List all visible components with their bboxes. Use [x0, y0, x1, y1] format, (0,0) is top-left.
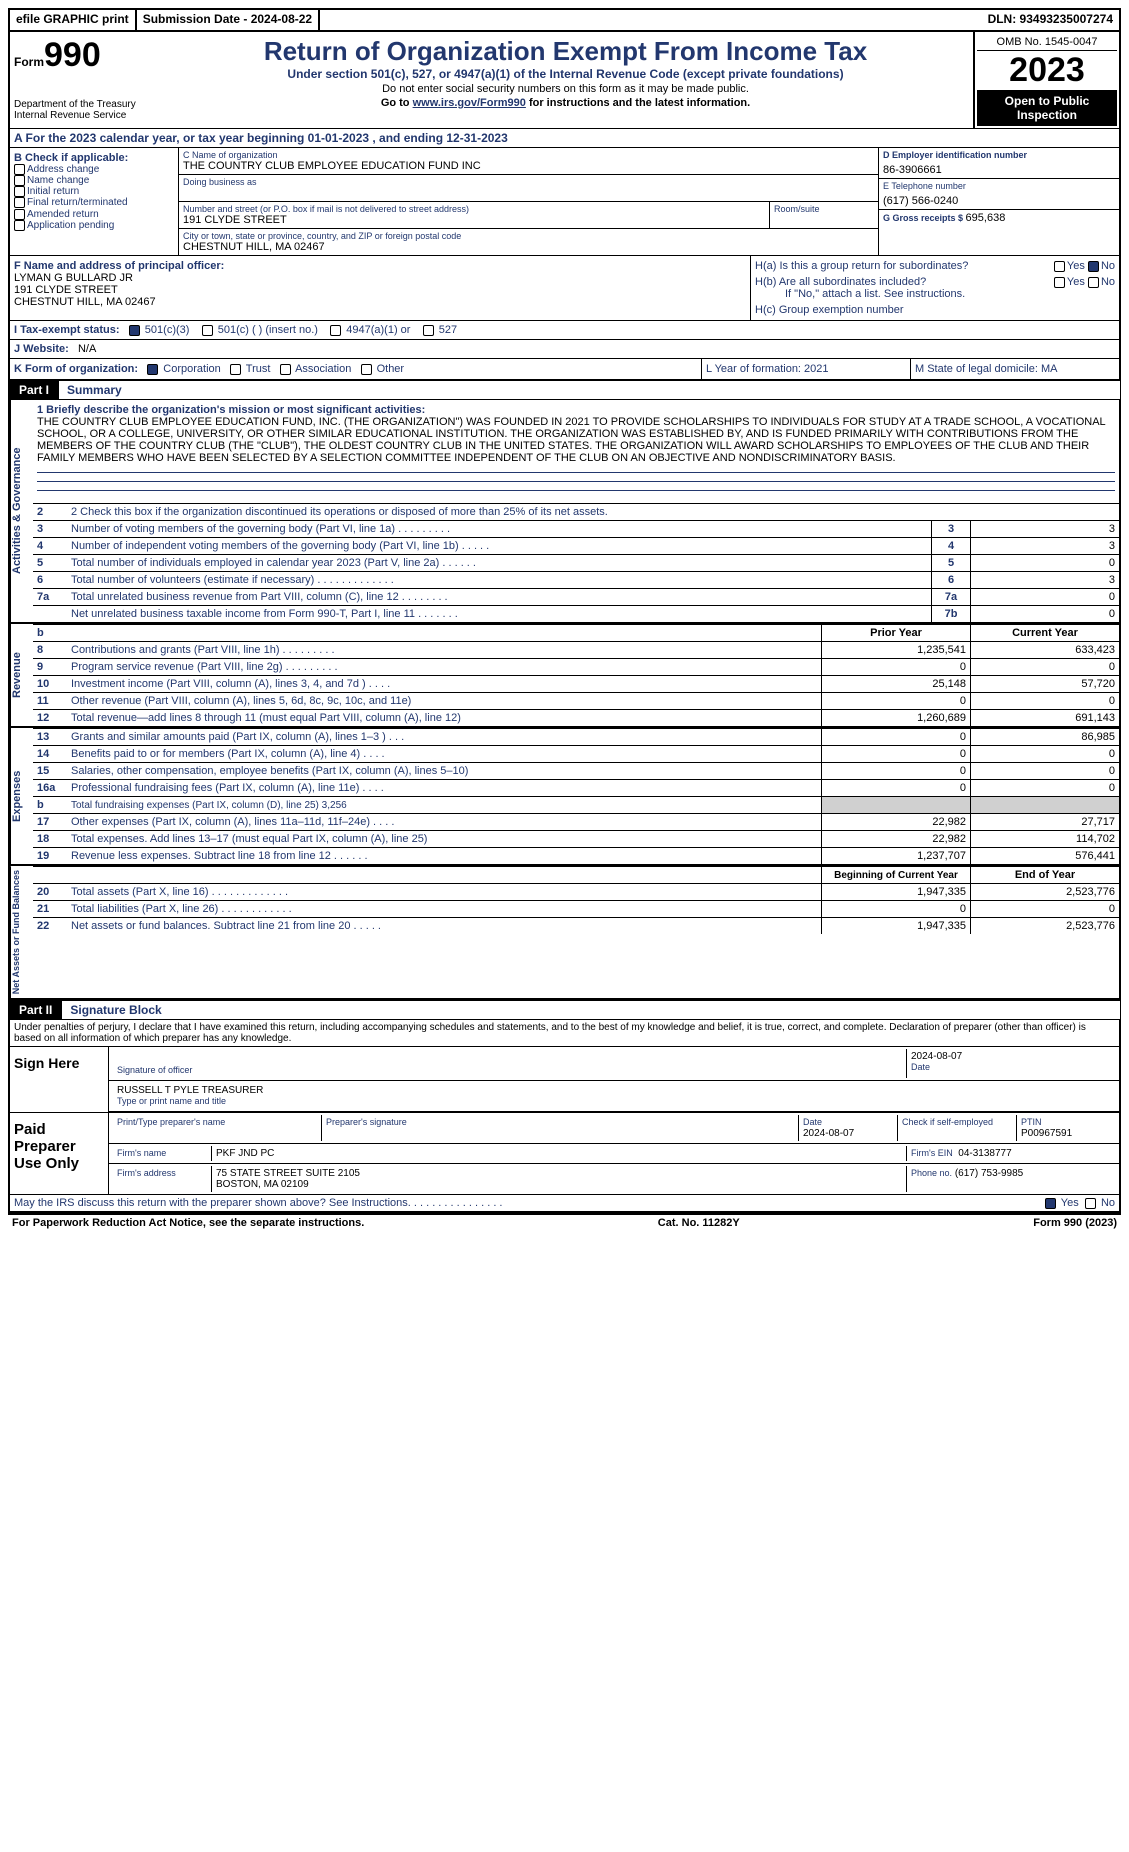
line-6: 6Total number of volunteers (estimate if… — [33, 572, 1119, 589]
line-4: 4Number of independent voting members of… — [33, 538, 1119, 555]
org-street: 191 CLYDE STREET — [183, 214, 765, 226]
line-17: 17Other expenses (Part IX, column (A), l… — [33, 814, 1119, 831]
line-5: 5Total number of individuals employed in… — [33, 555, 1119, 572]
gross-receipts: 695,638 — [966, 212, 1006, 224]
chk-amended[interactable] — [14, 209, 25, 220]
header-sub2: Do not enter social security numbers on … — [162, 83, 969, 95]
chk-501c[interactable] — [202, 325, 213, 336]
org-city: CHESTNUT HILL, MA 02467 — [183, 241, 874, 253]
col-d-ein: D Employer identification number 86-3906… — [878, 148, 1119, 255]
section-revenue: Revenue bPrior YearCurrent Year 8Contrib… — [8, 624, 1121, 728]
line-22: 22Net assets or fund balances. Subtract … — [33, 918, 1119, 935]
footer: For Paperwork Reduction Act Notice, see … — [8, 1213, 1121, 1231]
firm-name: PKF JND PC — [216, 1148, 274, 1159]
officer-name: LYMAN G BULLARD JR — [14, 272, 746, 284]
side-label-governance: Activities & Governance — [10, 400, 33, 622]
sign-here-row: Sign Here Signature of officer 2024-08-0… — [8, 1047, 1121, 1113]
form-number: Form990 — [14, 36, 154, 75]
org-name: THE COUNTRY CLUB EMPLOYEE EDUCATION FUND… — [183, 160, 874, 172]
line-16a: 16aProfessional fundraising fees (Part I… — [33, 780, 1119, 797]
form-title: Return of Organization Exempt From Incom… — [162, 36, 969, 67]
chk-other[interactable] — [361, 364, 372, 375]
omb-number: OMB No. 1545-0047 — [977, 34, 1117, 51]
row-j-website: J Website: N/A — [8, 340, 1121, 359]
header-sub3: Go to www.irs.gov/Form990 for instructio… — [162, 97, 969, 109]
line-10: 10Investment income (Part VIII, column (… — [33, 676, 1119, 693]
side-label-revenue: Revenue — [10, 624, 33, 726]
part2-header: Part II Signature Block — [8, 1000, 1121, 1020]
chk-final[interactable] — [14, 197, 25, 208]
net-header: Beginning of Current YearEnd of Year — [33, 867, 1119, 884]
line-21: 21Total liabilities (Part X, line 26) . … — [33, 901, 1119, 918]
dln: DLN: 93493235007274 — [982, 10, 1119, 30]
officer-street: 191 CLYDE STREET — [14, 284, 746, 296]
col-b-checkboxes: B Check if applicable: Address change Na… — [10, 148, 179, 255]
rev-header: bPrior YearCurrent Year — [33, 625, 1119, 642]
chk-name[interactable] — [14, 175, 25, 186]
chk-501c3[interactable] — [129, 325, 140, 336]
block-bcd: B Check if applicable: Address change Na… — [8, 148, 1121, 256]
chk-trust[interactable] — [230, 364, 241, 375]
side-label-expenses: Expenses — [10, 728, 33, 864]
line-20: 20Total assets (Part X, line 16) . . . .… — [33, 884, 1119, 901]
year-formation: L Year of formation: 2021 — [701, 359, 910, 379]
side-label-netassets: Net Assets or Fund Balances — [10, 866, 33, 998]
submission-date: Submission Date - 2024-08-22 — [137, 10, 320, 30]
open-public: Open to Public Inspection — [977, 90, 1117, 126]
form-header: Form990 Department of the Treasury Inter… — [8, 32, 1121, 129]
line-8: 8Contributions and grants (Part VIII, li… — [33, 642, 1119, 659]
officer-city: CHESTNUT HILL, MA 02467 — [14, 296, 746, 308]
sig-declaration: Under penalties of perjury, I declare th… — [8, 1020, 1121, 1047]
line-16b: bTotal fundraising expenses (Part IX, co… — [33, 797, 1119, 814]
line-2: 22 Check this box if the organization di… — [33, 504, 1119, 521]
discuss-row: May the IRS discuss this return with the… — [8, 1195, 1121, 1213]
line-7b: Net unrelated business taxable income fr… — [33, 606, 1119, 623]
line-19: 19Revenue less expenses. Subtract line 1… — [33, 848, 1119, 865]
section-expenses: Expenses 13Grants and similar amounts pa… — [8, 728, 1121, 866]
part1-header: Part I Summary — [8, 380, 1121, 400]
tax-year: 2023 — [977, 51, 1117, 90]
col-c-org: C Name of organization THE COUNTRY CLUB … — [179, 148, 878, 255]
chk-hb-no[interactable] — [1088, 277, 1099, 288]
row-k-l: K Form of organization: Corporation Trus… — [8, 359, 1121, 380]
line-3: 3Number of voting members of the governi… — [33, 521, 1119, 538]
line-13: 13Grants and similar amounts paid (Part … — [33, 729, 1119, 746]
chk-pending[interactable] — [14, 220, 25, 231]
chk-hb-yes[interactable] — [1054, 277, 1065, 288]
form990-link[interactable]: www.irs.gov/Form990 — [413, 97, 526, 109]
section-governance: Activities & Governance 1 Briefly descri… — [8, 400, 1121, 624]
chk-4947[interactable] — [330, 325, 341, 336]
chk-assoc[interactable] — [280, 364, 291, 375]
line-9: 9Program service revenue (Part VIII, lin… — [33, 659, 1119, 676]
line-12: 12Total revenue—add lines 8 through 11 (… — [33, 710, 1119, 727]
dept-label: Department of the Treasury Internal Reve… — [14, 99, 154, 121]
header-sub1: Under section 501(c), 527, or 4947(a)(1)… — [162, 67, 969, 81]
state-domicile: M State of legal domicile: MA — [910, 359, 1119, 379]
paid-preparer-row: Paid Preparer Use Only Print/Type prepar… — [8, 1113, 1121, 1195]
chk-ha-yes[interactable] — [1054, 261, 1065, 272]
line-18: 18Total expenses. Add lines 13–17 (must … — [33, 831, 1119, 848]
line-14: 14Benefits paid to or for members (Part … — [33, 746, 1119, 763]
officer-sig: RUSSELL T PYLE TREASURER — [117, 1085, 263, 1096]
line-15: 15Salaries, other compensation, employee… — [33, 763, 1119, 780]
row-a-period: A For the 2023 calendar year, or tax yea… — [8, 129, 1121, 148]
line-7a: 7aTotal unrelated business revenue from … — [33, 589, 1119, 606]
chk-discuss-no[interactable] — [1085, 1198, 1096, 1209]
efile-label: efile GRAPHIC print — [10, 10, 137, 30]
ein: 86-3906661 — [883, 164, 1115, 176]
chk-527[interactable] — [423, 325, 434, 336]
chk-discuss-yes[interactable] — [1045, 1198, 1056, 1209]
firm-address: 75 STATE STREET SUITE 2105 — [216, 1168, 360, 1179]
chk-ha-no[interactable] — [1088, 261, 1099, 272]
chk-address[interactable] — [14, 164, 25, 175]
row-i-status: I Tax-exempt status: 501(c)(3) 501(c) ( … — [8, 321, 1121, 340]
section-netassets: Net Assets or Fund Balances Beginning of… — [8, 866, 1121, 1000]
top-bar: efile GRAPHIC print Submission Date - 20… — [8, 8, 1121, 32]
block-fh: F Name and address of principal officer:… — [8, 256, 1121, 321]
line-11: 11Other revenue (Part VIII, column (A), … — [33, 693, 1119, 710]
phone: (617) 566-0240 — [883, 195, 1115, 207]
chk-corp[interactable] — [147, 364, 158, 375]
mission-text: THE COUNTRY CLUB EMPLOYEE EDUCATION FUND… — [37, 416, 1105, 464]
chk-initial[interactable] — [14, 186, 25, 197]
